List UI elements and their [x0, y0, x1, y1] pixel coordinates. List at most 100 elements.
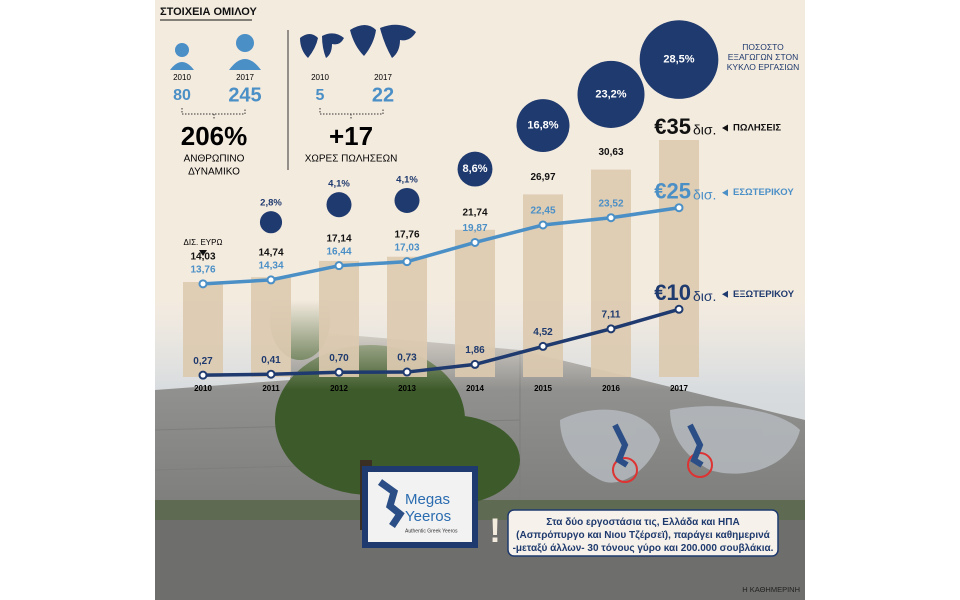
- logo-text: Megas: [405, 491, 450, 508]
- bar: [591, 169, 631, 377]
- stat-change: 206%: [181, 121, 248, 151]
- line-point: [606, 213, 616, 223]
- line-point: [606, 324, 616, 334]
- value-label: 7,11: [602, 309, 621, 320]
- bar: [251, 277, 291, 377]
- unit-note: ΔΙΣ. ΕΥΡΩ: [184, 238, 223, 247]
- stat-value: 22: [372, 84, 394, 106]
- line: [202, 307, 680, 377]
- header: ΣΤΟΙΧΕΙΑ ΟΜΙΛΟΥ: [160, 6, 258, 18]
- value-label: 17,76: [394, 229, 419, 240]
- line-point: [538, 220, 548, 230]
- credit: Η ΚΑΘΗΜΕΡΙΝΗ: [742, 585, 800, 594]
- line-point: [538, 341, 548, 351]
- stat-change: +17: [329, 121, 373, 151]
- bar: [455, 229, 495, 377]
- bubble-label: 8,6%: [462, 163, 487, 175]
- value-label: 13,76: [190, 264, 215, 275]
- value-label: 1,86: [465, 345, 485, 356]
- bubble: [457, 151, 493, 187]
- bubble: [516, 99, 570, 153]
- line-point: [198, 370, 208, 380]
- bracket: [319, 108, 384, 120]
- x-tick-label: 2013: [398, 384, 416, 393]
- bar: [387, 256, 427, 377]
- bubble-label: 16,8%: [527, 119, 558, 131]
- legend-arrow: [722, 189, 728, 197]
- stat-value: 245: [228, 84, 261, 106]
- value-label: 0,41: [261, 355, 281, 366]
- legend-label: ΕΣΩΤΕΡΙΚΟΥ: [733, 187, 794, 198]
- stat-label: ΔΥΝΑΜΙΚΟ: [188, 167, 240, 178]
- value-label: 30,63: [598, 147, 623, 158]
- line-point: [402, 257, 412, 267]
- year-label: 2017: [236, 73, 254, 82]
- x-tick-label: 2016: [602, 384, 620, 393]
- location-icon: [687, 423, 704, 468]
- bubble: [259, 211, 283, 234]
- year-label: 2010: [173, 73, 191, 82]
- stat-value: 80: [173, 87, 191, 104]
- bar: [659, 140, 699, 377]
- value-label: 26,97: [530, 172, 555, 183]
- note: Στα δύο εργοστάσια τις, Ελλάδα και ΗΠΑ (…: [512, 517, 774, 554]
- share-legend: ΠΟΣΟΣΤΟ ΕΞΑΓΩΓΩΝ ΣΤΟΝ ΚΥΚΛΟ ΕΡΓΑΣΙΩΝ: [726, 42, 800, 72]
- year-label: 2017: [374, 73, 392, 82]
- value-label: 14,74: [258, 248, 283, 259]
- bubble-label: 23,2%: [595, 88, 626, 100]
- value-label: 22,45: [530, 206, 555, 217]
- legend-arrow: [722, 124, 728, 132]
- x-tick-label: 2014: [466, 384, 484, 393]
- x-tick-label: 2015: [534, 384, 552, 393]
- line-point: [198, 279, 208, 289]
- bubble-label: 4,1%: [328, 179, 350, 190]
- value-label: 4,52: [533, 327, 553, 338]
- logo-icon: [377, 479, 405, 528]
- unit-label: δισ.: [693, 288, 716, 304]
- line-point: [266, 369, 276, 379]
- logo-tagline: Authentic Greek Yeeros: [405, 528, 458, 534]
- line-point: [674, 203, 684, 213]
- bar: [319, 260, 359, 377]
- bubble: [577, 60, 645, 128]
- person-icon: [229, 34, 261, 70]
- unit-arrow: [199, 250, 207, 256]
- bubble-label: 28,5%: [663, 53, 694, 65]
- value-label: 14,34: [258, 261, 283, 272]
- world-icon: [300, 33, 344, 58]
- line-point: [334, 367, 344, 377]
- x-tick-label: 2011: [262, 384, 280, 393]
- line-point: [266, 275, 276, 285]
- exclamation-icon: !: [489, 512, 500, 550]
- value-label: €35: [654, 114, 691, 139]
- value-label: 0,27: [193, 356, 213, 367]
- value-label: 17,14: [326, 233, 351, 244]
- x-tick-label: 2017: [670, 384, 688, 393]
- value-label: 17,03: [394, 242, 419, 253]
- bubble: [326, 192, 352, 218]
- value-label: €10: [654, 280, 691, 305]
- value-label: €25: [654, 179, 691, 204]
- x-tick-label: 2010: [194, 384, 212, 393]
- value-label: 0,73: [397, 353, 417, 364]
- bracket: [181, 108, 246, 120]
- line-point: [402, 367, 412, 377]
- bubble-label: 2,8%: [260, 198, 282, 209]
- line: [202, 205, 680, 286]
- value-label: 21,74: [462, 207, 487, 218]
- location-marker: [612, 457, 638, 483]
- bar: [183, 281, 223, 377]
- unit-label: δισ.: [693, 122, 716, 138]
- note-box: [507, 509, 779, 557]
- value-label: 14,03: [190, 251, 215, 262]
- bubble-label: 4,1%: [396, 174, 418, 185]
- line-point: [470, 237, 480, 247]
- stat-label: ΑΝΘΡΩΠΙΝΟ: [184, 154, 245, 165]
- person-icon: [170, 43, 194, 70]
- legend-arrow: [722, 290, 728, 298]
- bubble: [394, 187, 420, 213]
- legend-label: ΠΩΛΗΣΕΙΣ: [733, 123, 781, 134]
- value-label: 16,44: [326, 246, 351, 257]
